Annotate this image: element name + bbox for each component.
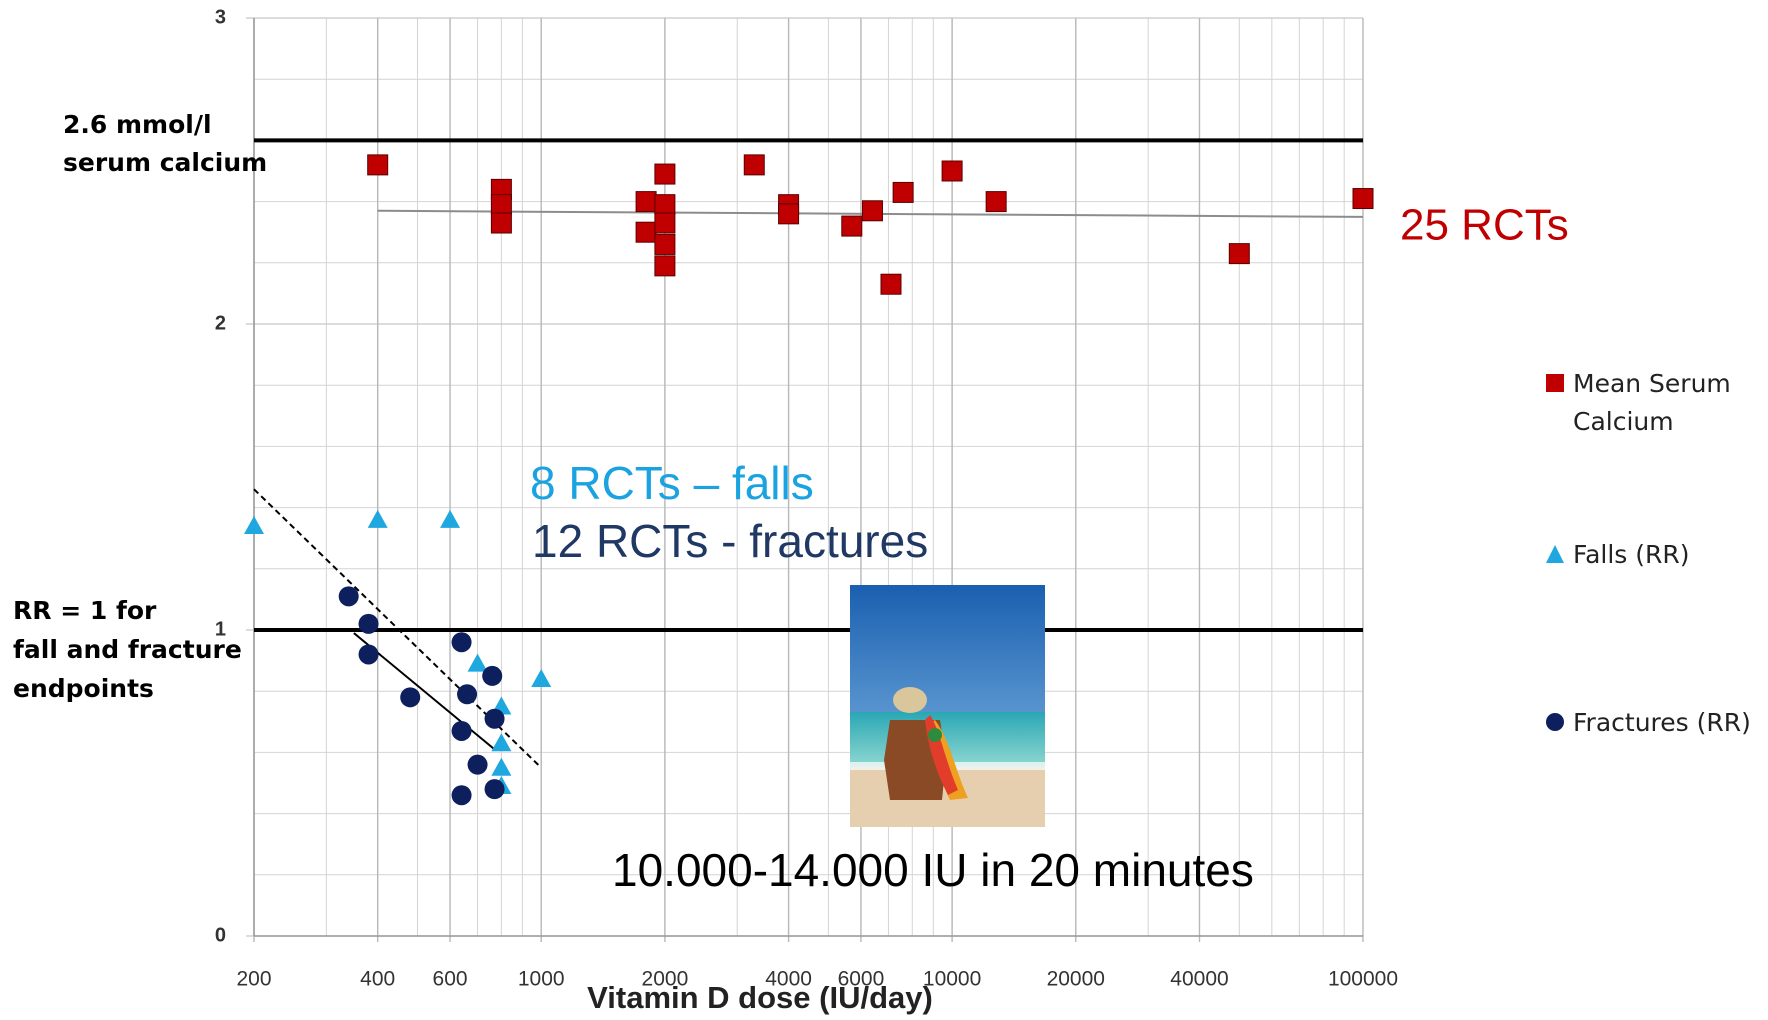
y-tick-label: 2 [215,312,226,334]
x-tick-label: 6000 [838,968,885,991]
point [942,161,962,181]
point [893,182,913,202]
legend-label: Falls (RR) [1573,536,1690,574]
point [368,155,388,175]
legend-label: Fractures (RR) [1573,704,1751,742]
y-tick-label: 0 [215,924,226,946]
point [440,510,460,528]
annotation: 12 RCTs - fractures [532,515,928,567]
point [452,632,472,652]
point [485,779,505,799]
point [339,586,359,606]
point [491,213,511,233]
point [491,195,511,215]
point [986,192,1006,212]
point [655,234,675,254]
point [368,510,388,528]
x-tick-label: 40000 [1170,968,1228,991]
point [1353,189,1373,209]
legend-marker [1545,712,1565,732]
point [400,687,420,707]
x-tick-label: 1000 [518,968,565,991]
page: Vitamin D dose (IU/day) 0123200400600100… [0,0,1768,1020]
point [636,192,656,212]
legend-item: Fractures (RR) [1545,704,1760,742]
legend-marker [1545,544,1565,564]
legend-item: Mean Serum Calcium [1545,365,1760,441]
annotation: serum calcium [63,148,267,177]
point [482,666,502,686]
point [655,164,675,184]
point [244,516,264,534]
annotation: 2.6 mmol/l [63,110,212,139]
point [468,654,488,672]
x-tick-label: 400 [360,968,395,991]
x-tick-label: 100000 [1328,968,1398,991]
point [842,216,862,236]
x-tick-label: 600 [433,968,468,991]
y-tick-label: 3 [215,6,226,28]
point [881,274,901,294]
point [655,256,675,276]
annotation: RR = 1 for [13,596,157,625]
x-tick-label: 10000 [923,968,981,991]
legend-label: Mean Serum Calcium [1573,365,1760,441]
legend-item: Falls (RR) [1545,536,1760,574]
annotation: 10.000-14.000 IU in 20 minutes [612,844,1254,896]
point [655,213,675,233]
point [779,204,799,224]
point [468,755,488,775]
chart: Vitamin D dose (IU/day) 0123200400600100… [0,0,1768,1020]
x-tick-label: 2000 [642,968,689,991]
x-tick-label: 200 [236,968,271,991]
legend-marker [1545,373,1565,393]
point [744,155,764,175]
point [862,201,882,221]
point [636,222,656,242]
point [1229,244,1249,264]
x-tick-label: 4000 [765,968,812,991]
annotation: 8 RCTs – falls [530,457,814,509]
point [485,709,505,729]
beach-photo [850,585,1045,827]
annotation: 25 RCTs [1400,201,1569,250]
point [359,614,379,634]
point [359,644,379,664]
point [655,195,675,215]
point [531,669,551,687]
point [457,684,477,704]
annotation: fall and fracture [13,635,242,664]
point [491,758,511,776]
point [452,785,472,805]
annotation: endpoints [13,674,154,703]
point [452,721,472,741]
x-tick-label: 20000 [1047,968,1105,991]
